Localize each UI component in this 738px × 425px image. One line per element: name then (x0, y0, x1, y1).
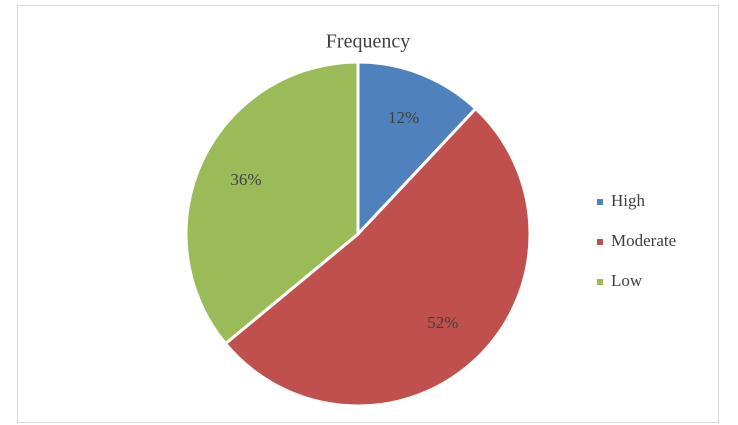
value-label: 36% (230, 170, 261, 189)
legend-marker (597, 279, 603, 285)
pie-slice (223, 106, 532, 408)
legend-label: Moderate (611, 231, 676, 250)
pie-slice (356, 60, 478, 238)
pie-slice (184, 60, 360, 346)
value-label: 52% (427, 313, 458, 332)
chart-title: Frequency (326, 31, 410, 53)
value-label: 12% (388, 108, 419, 127)
legend-label: High (611, 191, 646, 210)
legend-label: Low (611, 271, 643, 290)
legend-marker (597, 199, 603, 205)
legend-marker (597, 239, 603, 245)
